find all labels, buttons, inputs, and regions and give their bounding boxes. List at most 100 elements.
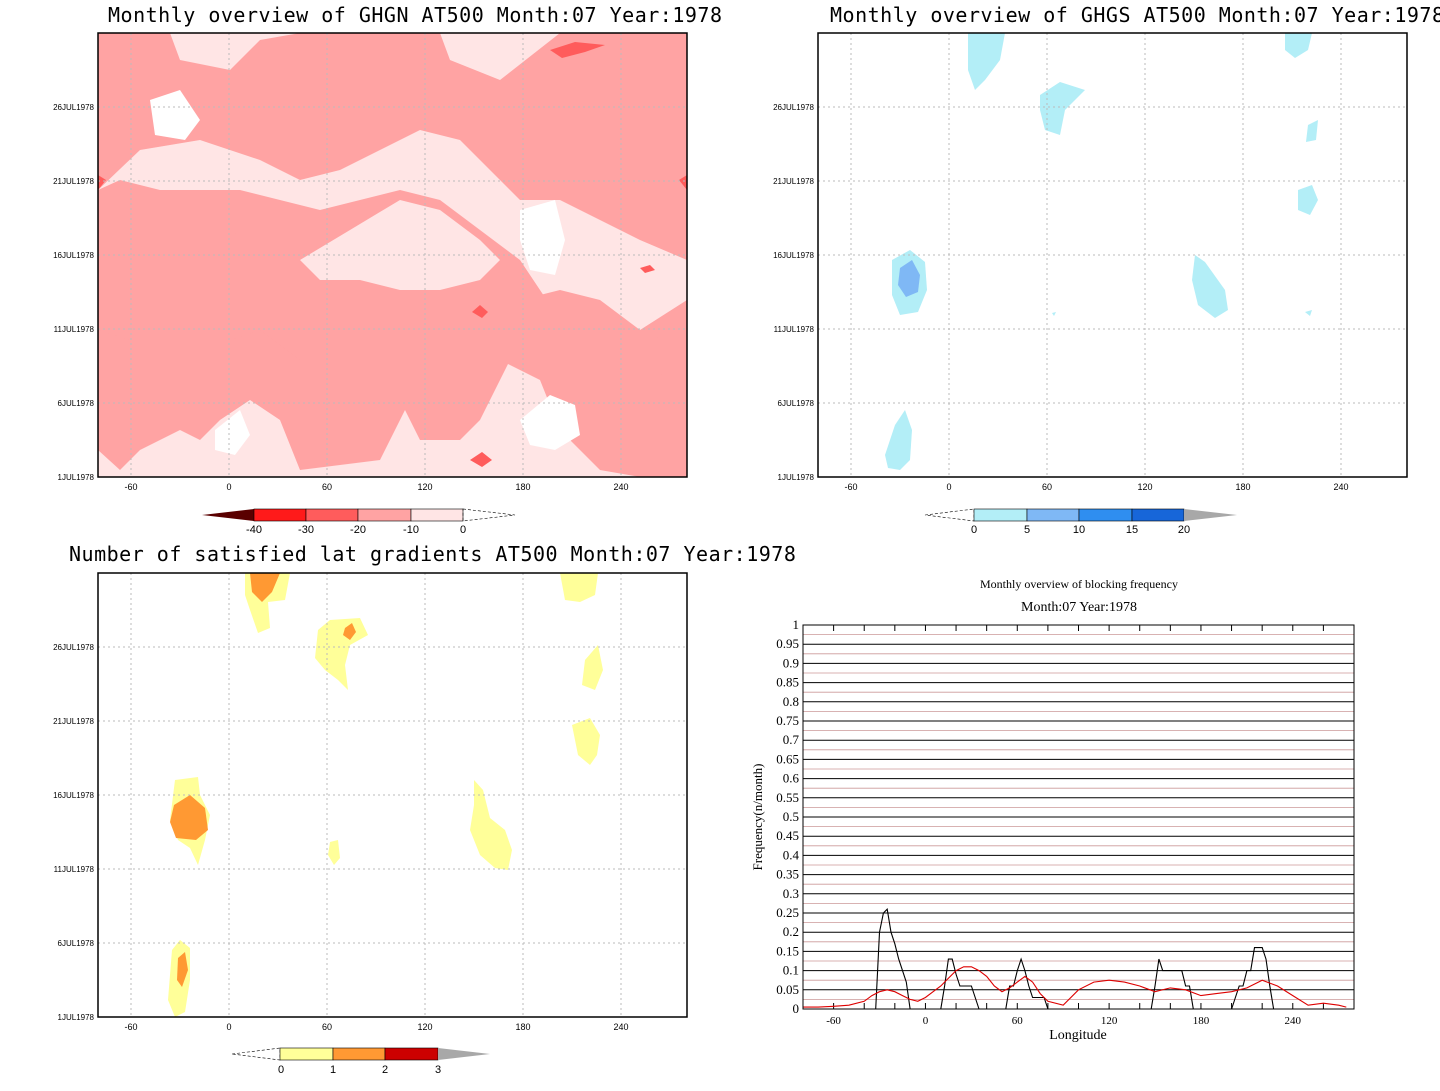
ghgs-colorbar-high-triangle [1184,509,1237,521]
lat-colorbar-box [279,1047,334,1061]
ghgn-x-tick: 180 [515,482,530,492]
ghgn-colorbar-low-triangle [202,509,254,521]
freq-x-tick-label: 60 [1012,1015,1024,1027]
ghgn-colorbar-label: -10 [403,524,419,536]
ghgs-colorbar-label: 10 [1073,524,1085,536]
ghgs-colorbar: 0 5 10 15 20 [924,508,1237,536]
ghgn-y-tick: 6JUL1978 [58,399,95,408]
freq-chart: Monthly overview of blocking frequency M… [750,577,1355,1043]
ghgn-x-tick: 60 [322,482,332,492]
ghgn-gridlines [98,33,687,477]
freq-y-tick-label: 0.75 [776,713,799,728]
lat-x-tick: 120 [417,1022,432,1032]
freq-frame [802,624,1355,1010]
lat-x-tick: 180 [515,1022,530,1032]
lat-y-tick: 16JUL1978 [53,791,94,800]
freq-y-tick-label: 0.35 [776,867,799,882]
lat-x-tick: 60 [322,1022,332,1032]
freq-y-tick-label: 0.55 [776,790,799,805]
ghgs-x-tick: 0 [946,482,951,492]
ghgn-x-ticks: -60 0 60 120 180 240 [124,482,628,492]
freq-title: Monthly overview of blocking frequency [980,577,1178,591]
ghgn-colorbar-label: -30 [298,524,314,536]
freq-x-tick-label: 180 [1193,1015,1210,1027]
ghgn-colorbar-box [357,508,412,522]
freq-y-tick-label: 0.6 [783,771,800,786]
ghgs-y-tick: 1JUL1978 [778,473,815,482]
lat-colorbar-label: 0 [278,1064,284,1076]
freq-x-tick-label: 240 [1285,1015,1302,1027]
lat-chart: -60 0 60 120 180 240 1JUL1978 6JUL1978 1… [53,572,688,1076]
ghgs-colorbar-label: 0 [971,524,977,536]
ghgn-field [98,33,687,477]
freq-y-tick-label: 0.05 [776,982,799,997]
lat-colorbar-low-triangle [231,1047,281,1061]
ghgn-y-tick: 16JUL1978 [53,251,94,260]
freq-x-tick-label: 120 [1101,1015,1118,1027]
lat-y-tick: 21JUL1978 [53,717,94,726]
ghgs-y-ticks: 1JUL1978 6JUL1978 11JUL1978 16JUL1978 21… [773,103,814,482]
freq-y-tick-label: 0.85 [776,675,799,690]
ghgs-panel: Monthly overview of GHGS AT500 Month:07 … [720,0,1440,545]
ghgs-title: Monthly overview of GHGS AT500 Month:07 … [830,3,1440,27]
freq-y-tick-label: 0.7 [783,732,800,747]
lat-y-ticks: 1JUL1978 6JUL1978 11JUL1978 16JUL1978 21… [53,643,94,1022]
ghgs-colorbar-box [973,508,1028,522]
lat-gridlines [98,573,687,1017]
lat-colorbar-high-triangle [438,1048,490,1060]
lat-colorbar-box [332,1047,386,1061]
lat-y-tick: 1JUL1978 [58,1013,95,1022]
lat-peaks [170,573,356,987]
freq-y-tick-label: 0.9 [783,655,799,670]
ghgs-colorbar-label: 20 [1178,524,1190,536]
ghgn-colorbar-box [305,508,359,522]
lat-panel: Number of satisfied lat gradients AT500 … [0,540,796,1091]
ghgn-x-tick: 0 [226,482,231,492]
lat-y-tick: 26JUL1978 [53,643,94,652]
ghgs-x-tick: 240 [1333,482,1348,492]
ghgs-colorbar-label: 15 [1126,524,1138,536]
ghgs-colorbar-box [1078,508,1133,522]
ghgs-y-tick: 11JUL1978 [774,325,815,334]
lat-y-tick: 11JUL1978 [54,865,95,874]
ghgs-y-tick: 26JUL1978 [773,103,814,112]
freq-x-tick-label: 0 [923,1015,929,1027]
lat-colorbar-label: 3 [435,1064,441,1076]
ghgs-chart: -60 0 60 120 180 240 1JUL1978 6JUL1978 1… [773,32,1408,536]
lat-frame [97,572,688,1018]
freq-series-black-line [875,908,1289,1010]
freq-y-tick-label: 0.4 [783,847,800,862]
ghgn-title: Monthly overview of GHGN AT500 Month:07 … [108,3,723,27]
freq-xlabel: Longitude [1049,1028,1107,1043]
freq-y-tick-label: 0.15 [776,943,799,958]
freq-series-group [803,908,1347,1010]
freq-y-tick-label: 0.95 [776,636,799,651]
freq-x-ticks: -60 0 60 120 180 240 [802,625,1355,1027]
freq-panel: Monthly overview of blocking frequency M… [720,540,1440,1091]
ghgs-y-tick: 21JUL1978 [773,177,814,186]
ghgn-x-tick: 120 [417,482,432,492]
lat-colorbar-label: 1 [330,1064,336,1076]
ghgn-colorbar-label: 0 [460,524,466,536]
lat-y-tick: 6JUL1978 [58,939,95,948]
freq-gridlines [803,624,1354,1010]
freq-x-tick-label: -60 [826,1015,841,1027]
ghgs-x-tick: -60 [844,482,857,492]
ghgs-x-tick: 180 [1235,482,1250,492]
ghgn-colorbar-label: -40 [246,524,262,536]
ghgs-x-tick: 120 [1137,482,1152,492]
freq-ylabel: Frequency(n/month) [750,764,765,871]
freq-y-tick-label: 0.65 [776,751,799,766]
ghgs-x-tick: 60 [1042,482,1052,492]
ghgs-y-tick: 16JUL1978 [773,251,814,260]
ghgn-x-tick: 240 [613,482,628,492]
lat-title: Number of satisfied lat gradients AT500 … [69,542,797,566]
lat-colorbar-box [384,1047,439,1061]
ghgs-colorbar-label: 5 [1024,524,1030,536]
ghgs-field [885,33,1318,470]
lat-colorbar: 0 1 2 3 [231,1047,490,1076]
freq-y-tick-label: 0.45 [776,828,799,843]
ghgs-y-tick: 6JUL1978 [778,399,815,408]
freq-y-tick-label: 0.25 [776,905,799,920]
ghgn-y-tick: 11JUL1978 [54,325,95,334]
